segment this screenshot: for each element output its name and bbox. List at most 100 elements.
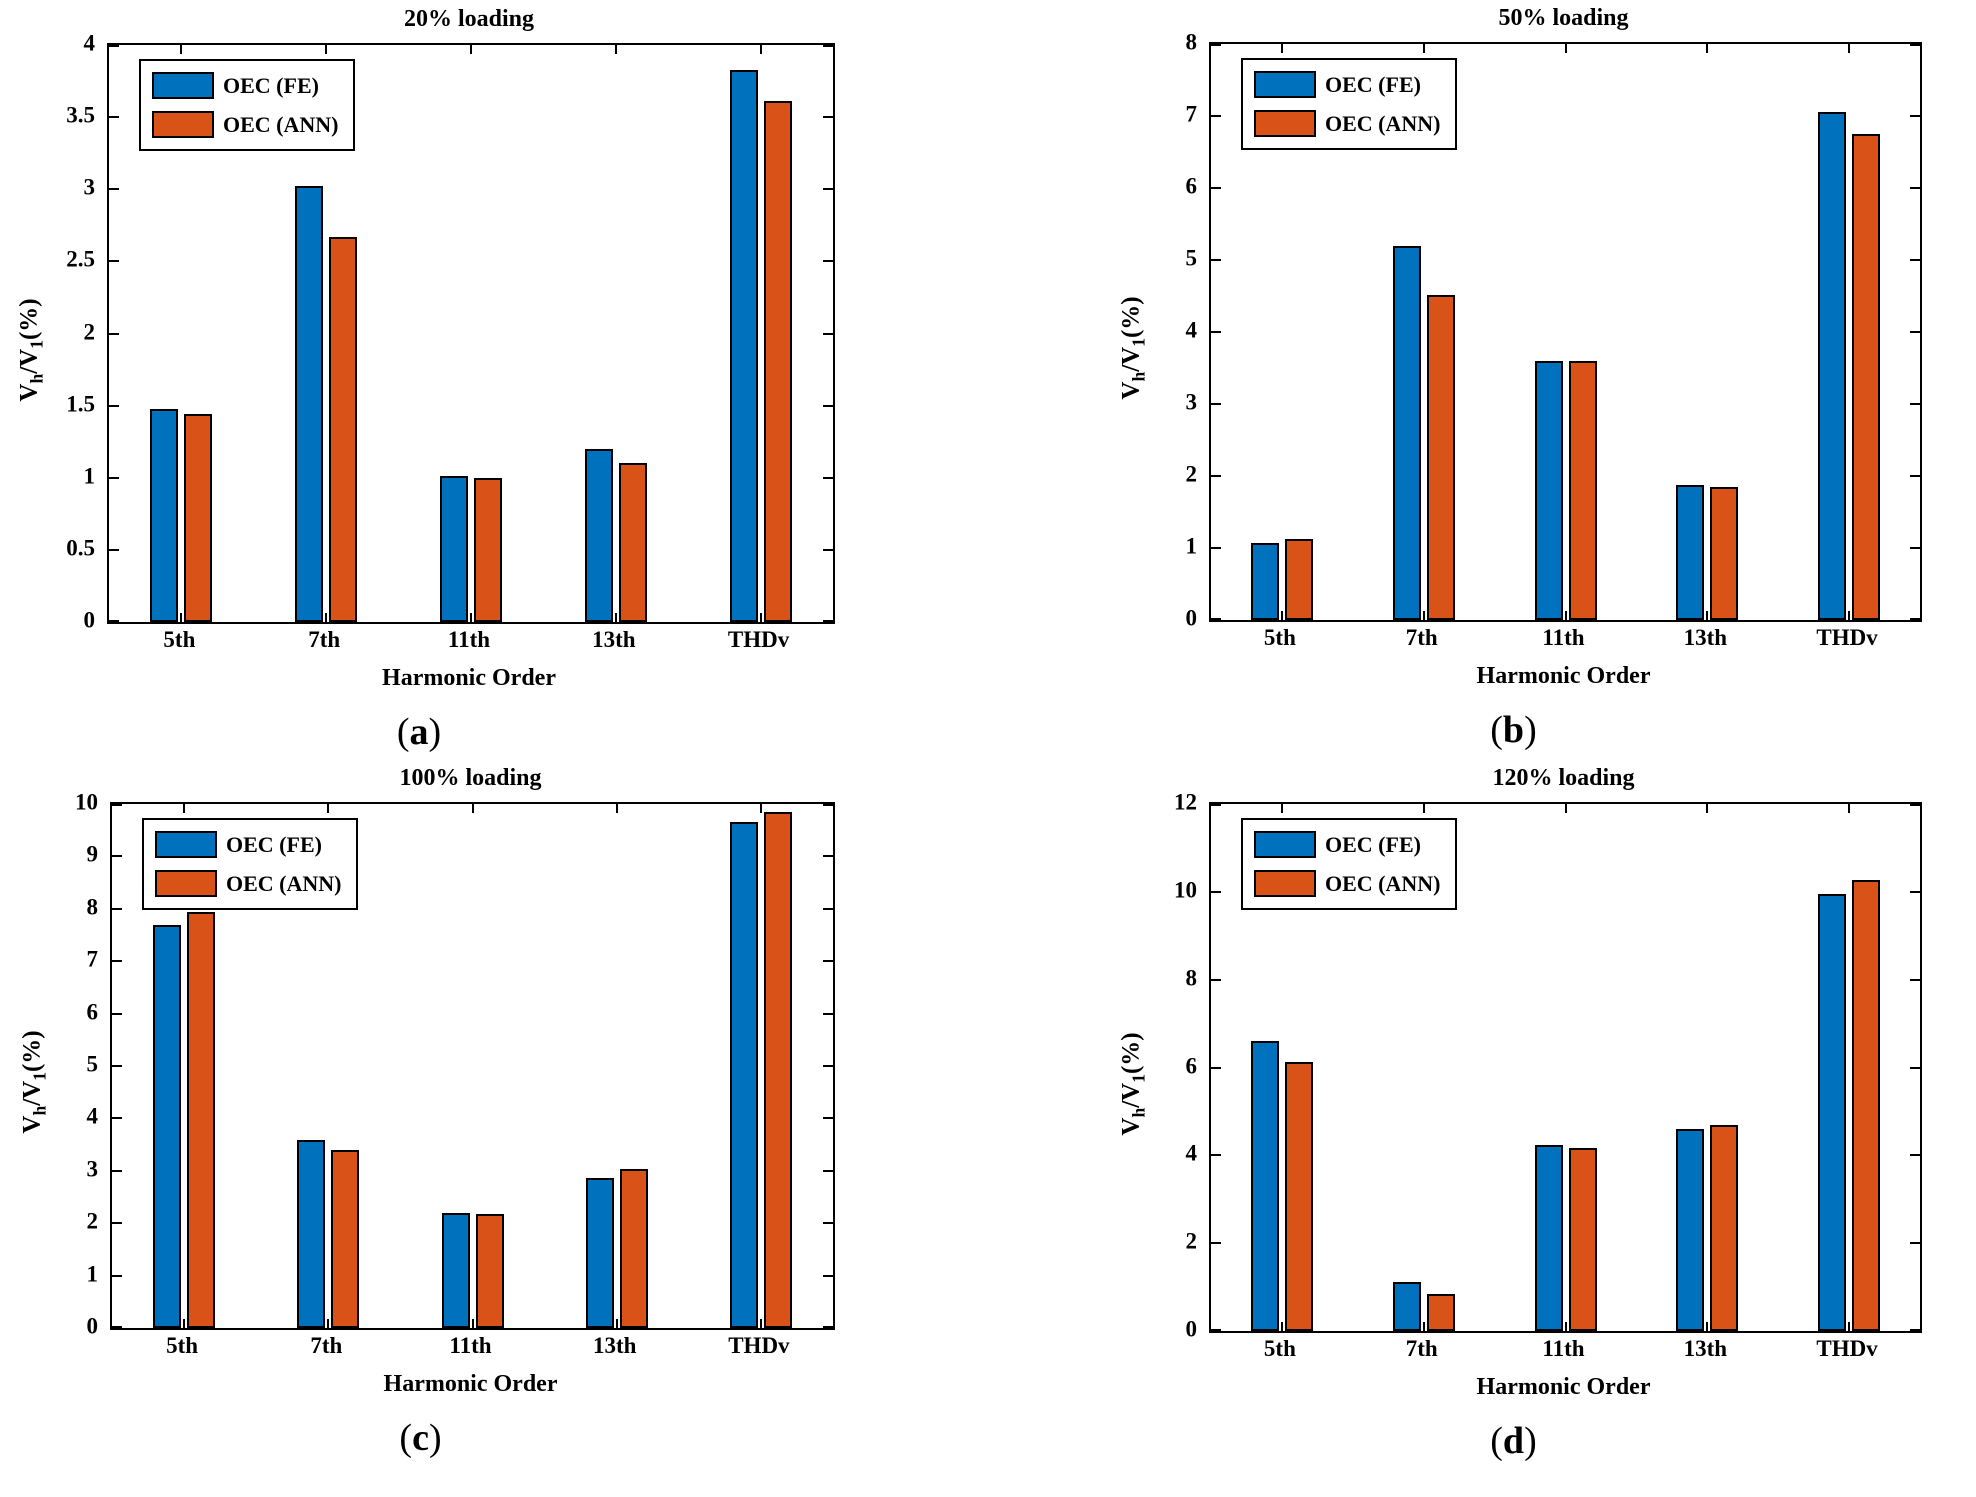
x-tick-label-13th: 13th xyxy=(1683,625,1728,650)
legend-swatch-fe xyxy=(152,72,214,99)
subplot-b: 50% loading 0 1 2 3 4 5 6 7 8 5th 7th 11th 13th THDv Ha… xyxy=(1117,6,1922,749)
legend-label: OEC (ANN) xyxy=(1325,870,1441,896)
x-tick-mark xyxy=(615,1319,618,1328)
bar-a-oecfe-5th xyxy=(150,409,178,622)
y-tick-mark xyxy=(112,1065,122,1067)
x-tick-mark xyxy=(759,1319,762,1328)
subfigure-label-c: (c) xyxy=(399,1417,442,1459)
y-tick-mark xyxy=(1211,804,1221,806)
bar-c-oecfe-13th xyxy=(586,1178,614,1328)
y-tick-mark-right xyxy=(1910,44,1920,46)
x-tick-label-7th: 7th xyxy=(308,627,341,652)
y-tick-mark xyxy=(1211,475,1221,477)
y-tick-label: 4 xyxy=(83,30,96,56)
y-tick-mark-right xyxy=(823,804,833,806)
x-tick-label-5th: 5th xyxy=(163,627,196,652)
legend-swatch-fe xyxy=(1254,831,1316,858)
y-tick-mark xyxy=(109,332,119,335)
x-tick-label-7th: 7th xyxy=(1405,1336,1438,1361)
y-tick-mark xyxy=(1211,44,1221,46)
legend-swatch-ann xyxy=(1254,870,1316,897)
legend-swatch-ann xyxy=(152,111,214,138)
x-tick-mark xyxy=(471,1319,474,1328)
y-tick-label: 2 xyxy=(86,1208,99,1234)
x-tick-mark-top xyxy=(759,804,762,813)
x-tick-mark-top xyxy=(183,804,186,813)
y-tick-mark-right xyxy=(1910,804,1920,806)
x-tick-mark-top xyxy=(1422,804,1425,813)
bar-a-oecann-11th xyxy=(474,478,502,622)
y-tick-label: 3.5 xyxy=(66,102,95,128)
y-tick-label: 2 xyxy=(1185,461,1198,487)
bar-c-oecfe-thdv xyxy=(730,822,758,1328)
bar-a-oecfe-13th xyxy=(585,449,613,622)
x-tick-mark xyxy=(1706,1322,1709,1331)
x-tick-label-11th: 11th xyxy=(1542,1336,1585,1361)
y-tick-mark xyxy=(109,476,119,479)
x-tick-mark-top xyxy=(1280,804,1283,813)
bar-d-oecann-11th xyxy=(1569,1148,1597,1331)
y-tick-mark xyxy=(1211,978,1221,981)
x-tick-label-thdv: THDv xyxy=(727,627,790,652)
legend-swatch-fe xyxy=(1254,71,1316,98)
subfigure-label-b: (b) xyxy=(1490,709,1537,751)
y-tick-mark-right xyxy=(823,116,833,119)
y-tick-mark-right xyxy=(1910,187,1920,189)
bar-b-oecann-11th xyxy=(1569,361,1597,620)
y-tick-label: 3 xyxy=(1185,389,1198,415)
bar-d-oecfe-5th xyxy=(1251,1041,1279,1331)
legend-entry: OEC (ANN) xyxy=(152,111,339,138)
x-axis-label-d: Harmonic Order xyxy=(1476,1374,1651,1400)
bar-c-oecfe-11th xyxy=(442,1213,470,1328)
bar-a-oecann-7th xyxy=(329,237,357,622)
legend-label: OEC (ANN) xyxy=(1325,110,1441,136)
legend-label: OEC (FE) xyxy=(223,72,319,98)
y-tick-mark xyxy=(112,1274,122,1277)
bar-a-oecann-13th xyxy=(619,463,647,622)
legend-entry: OEC (FE) xyxy=(1254,71,1441,98)
x-tick-label-7th: 7th xyxy=(1405,625,1438,650)
bar-b-oecfe-11th xyxy=(1535,361,1563,620)
x-tick-mark xyxy=(759,613,762,622)
bar-c-oecann-5th xyxy=(187,912,215,1328)
plot-area-c xyxy=(110,802,835,1330)
bar-c-oecann-13th xyxy=(620,1169,648,1328)
x-tick-mark xyxy=(180,613,183,622)
y-tick-label: 5 xyxy=(1185,245,1198,271)
bar-b-oecann-thdv xyxy=(1852,134,1880,620)
bar-b-oecfe-5th xyxy=(1251,543,1279,620)
x-tick-label-11th: 11th xyxy=(447,627,491,652)
y-tick-mark xyxy=(109,45,119,47)
x-tick-mark xyxy=(470,613,472,622)
bar-d-oecann-5th xyxy=(1285,1062,1313,1331)
bar-b-oecann-13th xyxy=(1710,487,1738,620)
y-tick-mark xyxy=(112,1326,122,1328)
bar-a-oecfe-thdv xyxy=(730,70,758,622)
bar-c-oecfe-5th xyxy=(153,925,181,1328)
y-tick-mark-right xyxy=(823,960,833,963)
y-tick-label: 1 xyxy=(86,1261,99,1287)
bar-d-oecann-7th xyxy=(1427,1294,1455,1331)
y-tick-mark-right xyxy=(823,1222,833,1225)
legend-label: OEC (FE) xyxy=(1325,71,1421,97)
legend-entry: OEC (FE) xyxy=(1254,831,1441,858)
x-tick-mark xyxy=(327,1319,330,1328)
x-tick-mark-top xyxy=(1848,44,1851,53)
y-tick-mark-right xyxy=(823,1012,833,1015)
legend-c: OEC (FE) OEC (ANN) xyxy=(142,818,358,910)
y-tick-label: 10 xyxy=(1174,877,1197,903)
legend-entry: OEC (FE) xyxy=(155,831,342,858)
x-tick-label-7th: 7th xyxy=(310,1333,343,1358)
legend-swatch-ann xyxy=(155,870,217,897)
y-tick-label: 6 xyxy=(1185,1053,1198,1078)
x-axis-label-a: Harmonic Order xyxy=(382,665,556,691)
y-tick-mark xyxy=(112,907,122,910)
x-tick-mark-top xyxy=(1564,804,1567,813)
y-tick-label: 1 xyxy=(83,463,96,489)
y-tick-mark xyxy=(109,620,119,622)
chart-title-c: 100% loading xyxy=(399,765,542,791)
y-tick-mark-right xyxy=(823,260,833,263)
bar-c-oecann-11th xyxy=(476,1214,504,1328)
legend-swatch-ann xyxy=(1254,110,1316,137)
x-tick-label-11th: 11th xyxy=(449,1333,492,1358)
